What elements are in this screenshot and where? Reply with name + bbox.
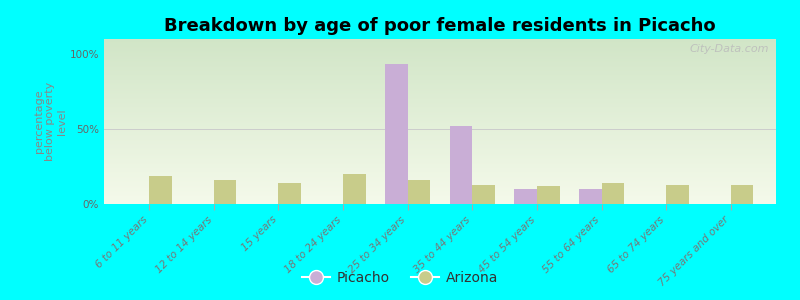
Bar xyxy=(730,184,754,204)
Bar xyxy=(602,183,624,204)
Bar xyxy=(472,184,495,204)
Bar xyxy=(408,180,430,204)
Bar xyxy=(666,184,689,204)
Y-axis label: percentage
below poverty
level: percentage below poverty level xyxy=(34,82,67,161)
Bar xyxy=(343,174,366,204)
Legend: Picacho, Arizona: Picacho, Arizona xyxy=(297,265,503,290)
Bar xyxy=(537,186,559,204)
Text: City-Data.com: City-Data.com xyxy=(690,44,770,54)
Bar xyxy=(278,183,301,204)
Bar xyxy=(150,176,172,204)
Bar xyxy=(214,180,237,204)
Bar xyxy=(385,64,408,204)
Bar xyxy=(579,189,602,204)
Title: Breakdown by age of poor female residents in Picacho: Breakdown by age of poor female resident… xyxy=(164,17,716,35)
Bar xyxy=(514,189,537,204)
Bar xyxy=(450,126,472,204)
